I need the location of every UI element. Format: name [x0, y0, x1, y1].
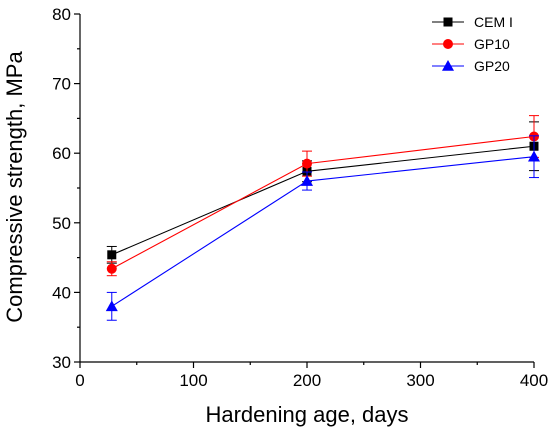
series-layer — [105, 115, 540, 321]
legend-item: CEM I — [432, 14, 513, 30]
series-line — [111, 145, 535, 256]
y-tick-label: 30 — [52, 353, 71, 372]
data-point — [302, 158, 312, 169]
y-tick-label: 80 — [52, 5, 71, 24]
series-line — [111, 156, 535, 307]
axes: 0 100 200 300 400 30 40 50 60 70 80 — [52, 5, 548, 390]
series-cem-i — [106, 121, 539, 264]
x-axis-title: Hardening age, days — [205, 402, 408, 427]
legend-label: GP20 — [474, 58, 510, 74]
series-gp20 — [105, 135, 540, 321]
y-tick-label: 40 — [52, 283, 71, 302]
data-point — [105, 300, 118, 312]
series-gp10 — [106, 115, 539, 277]
x-tick-label: 100 — [179, 371, 207, 390]
x-tick-label: 400 — [520, 371, 548, 390]
legend-label: GP10 — [474, 36, 510, 52]
data-point — [106, 263, 117, 274]
data-point — [528, 150, 540, 162]
data-point — [301, 175, 313, 186]
legend-marker — [442, 60, 454, 71]
series-line — [111, 135, 535, 270]
y-tick-label: 70 — [52, 75, 71, 94]
x-tick-label: 0 — [75, 371, 84, 390]
legend: CEM I GP10 GP20 — [432, 14, 513, 74]
legend-marker — [443, 39, 453, 49]
y-tick-label: 60 — [52, 144, 71, 163]
x-tick-label: 200 — [293, 371, 321, 390]
y-axis-title: Compressive strength, MPa — [2, 51, 27, 323]
data-point — [107, 250, 117, 260]
legend-item: GP20 — [432, 58, 510, 74]
legend-marker — [443, 17, 453, 27]
y-tick-label: 50 — [52, 214, 71, 233]
x-tick-label: 300 — [406, 371, 434, 390]
legend-label: CEM I — [474, 14, 513, 30]
legend-item: GP10 — [432, 36, 510, 52]
